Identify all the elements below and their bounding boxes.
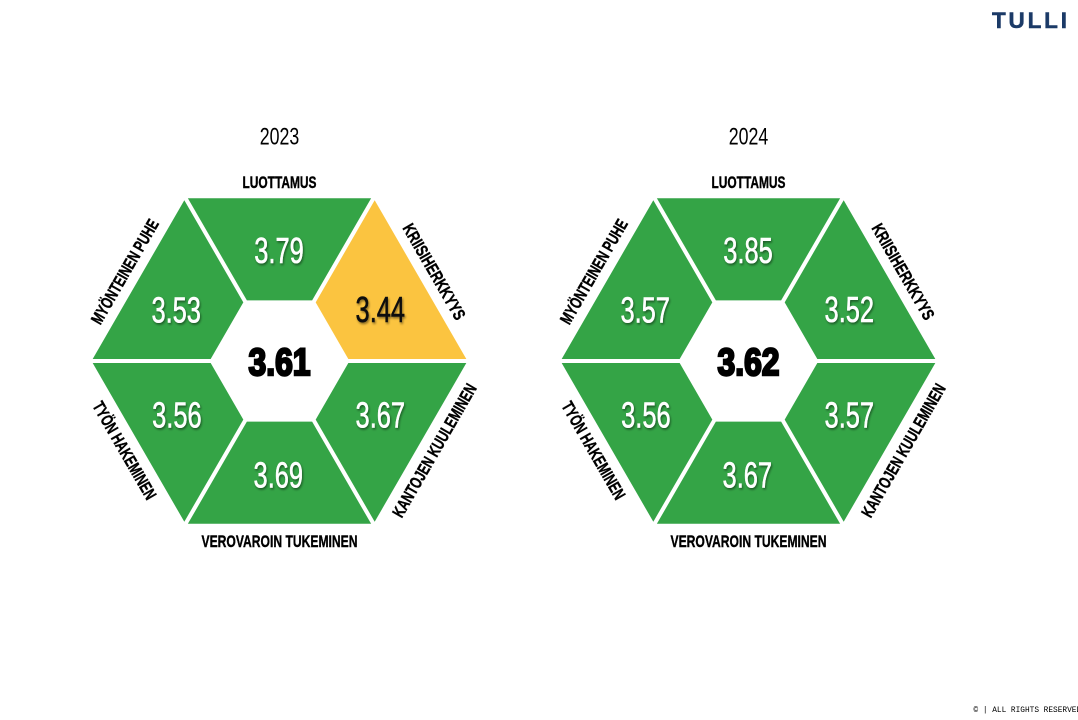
svg-text:3.85: 3.85 [723, 230, 773, 271]
svg-text:3.67: 3.67 [356, 395, 406, 436]
svg-text:3.56: 3.56 [621, 395, 671, 436]
svg-text:VEROVAROIN TUKEMINEN: VEROVAROIN TUKEMINEN [202, 532, 358, 551]
svg-text:2023: 2023 [260, 124, 300, 151]
svg-text:© | ALL RIGHTS RESERVED: © | ALL RIGHTS RESERVED [974, 706, 1078, 715]
svg-text:3.52: 3.52 [825, 289, 875, 330]
svg-text:3.57: 3.57 [825, 395, 875, 436]
svg-text:3.67: 3.67 [723, 454, 773, 495]
svg-text:3.57: 3.57 [620, 290, 670, 331]
svg-text:3.53: 3.53 [151, 290, 201, 331]
svg-text:LUOTTAMUS: LUOTTAMUS [712, 173, 786, 192]
svg-text:VEROVAROIN TUKEMINEN: VEROVAROIN TUKEMINEN [671, 532, 827, 551]
svg-text:TULLI: TULLI [992, 8, 1067, 33]
svg-text:3.62: 3.62 [718, 342, 780, 384]
svg-text:3.44: 3.44 [356, 289, 406, 330]
svg-text:3.61: 3.61 [249, 342, 311, 384]
svg-text:LUOTTAMUS: LUOTTAMUS [243, 173, 317, 192]
svg-text:3.56: 3.56 [152, 395, 202, 436]
svg-text:3.69: 3.69 [254, 454, 304, 495]
svg-text:3.79: 3.79 [254, 230, 304, 271]
svg-text:2024: 2024 [729, 124, 769, 151]
